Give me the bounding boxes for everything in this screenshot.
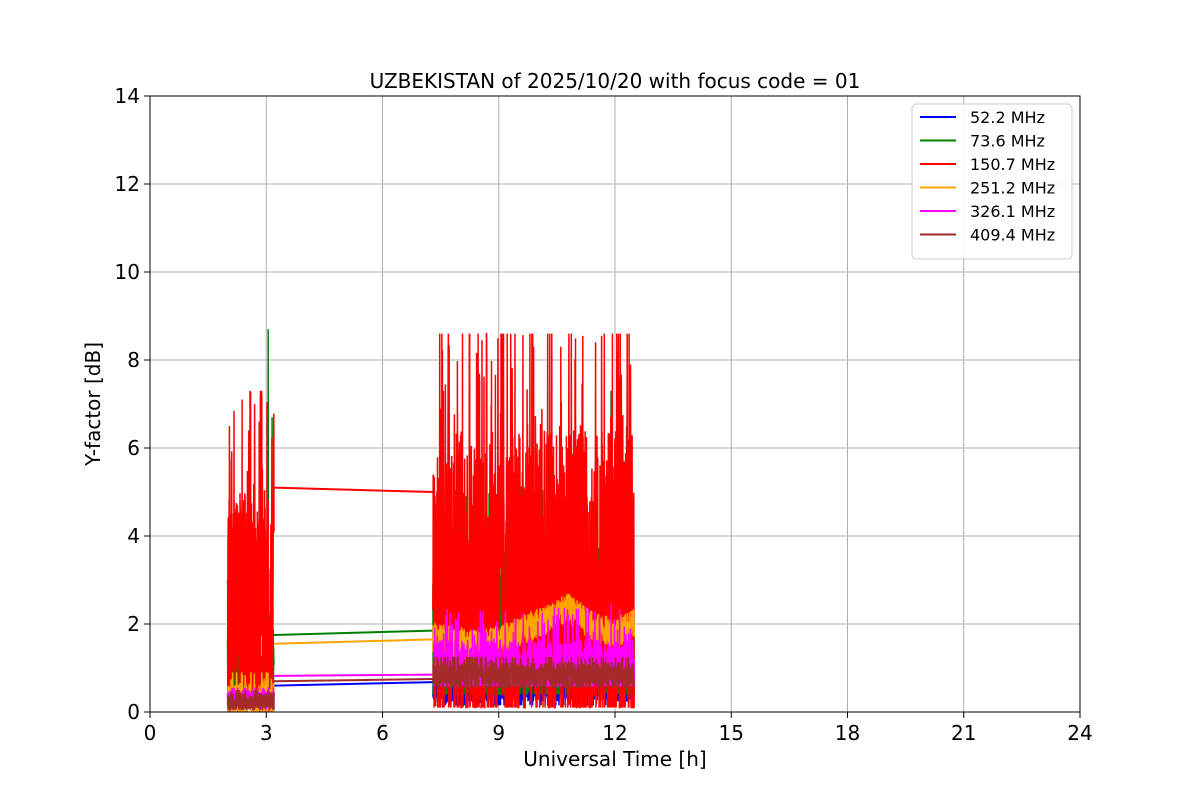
x-tick-label-0: 0 — [144, 721, 157, 745]
series-5-segment-1 — [432, 656, 636, 689]
legend-label-5: 409.4 MHz — [970, 226, 1055, 245]
y-tick-label-1: 2 — [127, 612, 140, 636]
legend-label-4: 326.1 MHz — [970, 202, 1055, 221]
series-5-gap-line — [273, 678, 433, 683]
legend-label-0: 52.2 MHz — [970, 108, 1045, 127]
series-layer — [226, 329, 636, 712]
series-1-gap-line — [273, 629, 433, 636]
y-tick-label-0: 0 — [127, 700, 140, 724]
legend-box — [911, 103, 1073, 260]
x-tick-label-4: 12 — [602, 721, 627, 745]
x-tick-label-1: 3 — [260, 721, 273, 745]
x-tick-label-8: 24 — [1067, 721, 1092, 745]
series-4-gap-line — [273, 673, 433, 677]
legend: 52.2 MHz 73.6 MHz 150.7 MHz 251.2 MHz 326.1… — [911, 103, 1073, 260]
y-tick-label-5: 10 — [115, 260, 140, 284]
y-tick-label-6: 12 — [115, 172, 140, 196]
y-axis-label: Y-factor [dB] — [81, 342, 105, 467]
series-2-segment-0 — [226, 390, 275, 712]
series-0-gap-line — [273, 681, 433, 687]
series-5 — [226, 656, 636, 712]
series-3-gap-line — [273, 638, 433, 645]
series-2-gap-line — [273, 486, 433, 493]
y-tick-label-7: 14 — [115, 84, 140, 108]
x-tick-label-7: 21 — [951, 721, 976, 745]
y-tick-label-3: 6 — [127, 436, 140, 460]
legend-label-1: 73.6 MHz — [970, 132, 1045, 151]
series-5-segment-0 — [226, 689, 275, 712]
legend-label-3: 251.2 MHz — [970, 179, 1055, 198]
x-tick-label-3: 9 — [492, 721, 505, 745]
chart-title: UZBEKISTAN of 2025/10/20 with focus code… — [370, 69, 861, 93]
x-axis-label: Universal Time [h] — [523, 747, 706, 771]
y-tick-label-2: 4 — [127, 524, 140, 548]
x-tick-label-6: 18 — [835, 721, 860, 745]
legend-label-2: 150.7 MHz — [970, 155, 1055, 174]
x-tick-label-2: 6 — [376, 721, 389, 745]
x-tick-label-5: 15 — [719, 721, 744, 745]
y-tick-label-4: 8 — [127, 348, 140, 372]
